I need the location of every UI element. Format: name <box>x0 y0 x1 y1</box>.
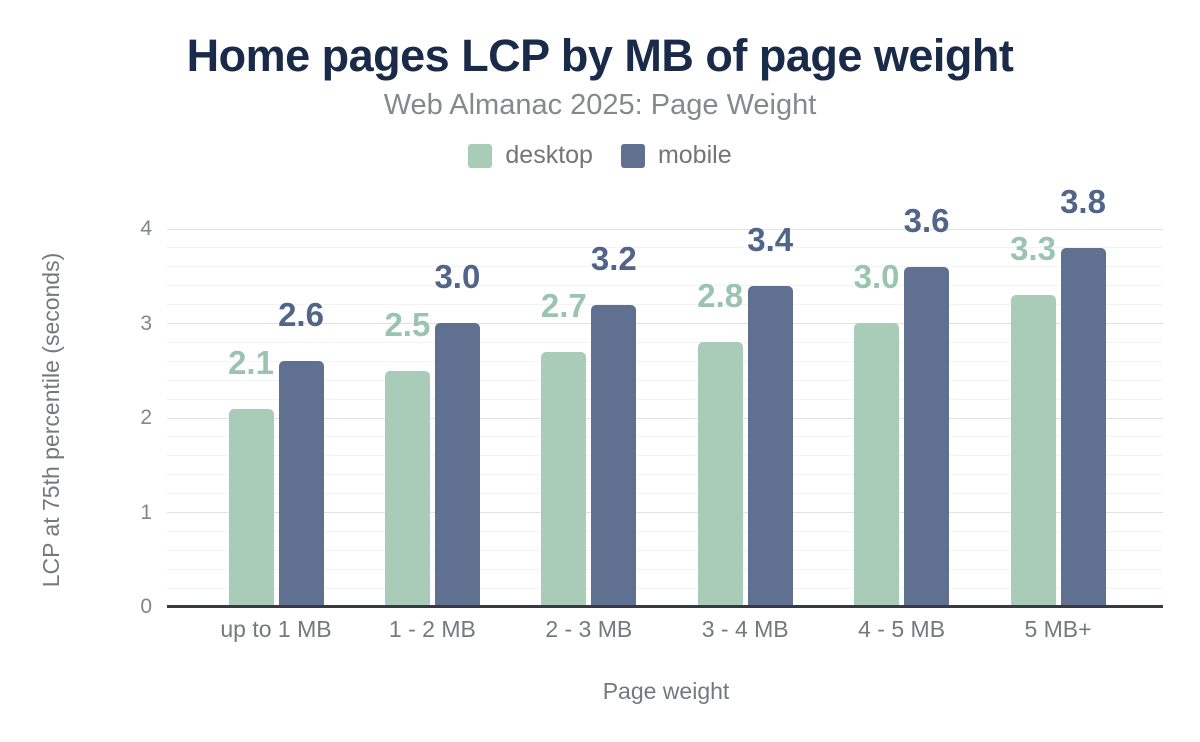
bar-value-label-desktop: 2.1 <box>228 344 274 381</box>
gridline-major <box>167 323 1163 324</box>
gridline-minor <box>167 379 1163 381</box>
bar-mobile <box>904 267 950 607</box>
bar-mobile <box>278 361 324 607</box>
x-category-label: 1 - 2 MB <box>388 616 476 642</box>
gridline-minor <box>167 530 1163 532</box>
gridline-minor <box>167 568 1163 570</box>
x-category-label: 4 - 5 MB <box>858 616 946 642</box>
gridline-minor <box>167 398 1163 400</box>
bar-value-label-mobile: 2.6 <box>278 296 324 333</box>
legend-label-mobile: mobile <box>657 141 732 169</box>
chart-title: Home pages LCP by MB of page weight <box>186 30 1014 81</box>
bar-desktop <box>1010 295 1056 607</box>
y-tick-label: 1 <box>140 500 152 524</box>
gridline-minor <box>167 285 1163 287</box>
legend-label-desktop: desktop <box>505 141 593 169</box>
bar-desktop <box>228 409 274 607</box>
y-tick-label: 3 <box>140 311 152 335</box>
gridline-minor <box>167 266 1163 268</box>
y-tick-label: 0 <box>140 595 152 618</box>
bar-value-label-desktop: 2.8 <box>697 277 744 314</box>
y-axis-title: LCP at 75th percentile (seconds) <box>38 252 64 588</box>
gridline-minor <box>167 341 1163 343</box>
bar-desktop <box>384 371 430 607</box>
x-category-label: 2 - 3 MB <box>545 616 633 642</box>
gridline-minor <box>167 493 1163 495</box>
bar-desktop <box>541 352 587 607</box>
gridline-major <box>167 512 1163 513</box>
x-axis-title: Page weight <box>602 678 730 704</box>
bar-desktop <box>854 323 900 607</box>
bar-value-label-mobile: 3.2 <box>590 240 637 277</box>
chart-legend: desktop mobile <box>0 142 1200 169</box>
legend-swatch-mobile <box>620 143 645 168</box>
bar-value-label-mobile: 3.4 <box>747 221 794 258</box>
y-tick-label: 4 <box>140 217 152 240</box>
x-axis-line <box>167 605 1163 608</box>
chart-subtitle: Web Almanac 2025: Page Weight <box>383 89 817 121</box>
gridline-minor <box>167 474 1163 476</box>
bar-value-label-desktop: 2.7 <box>540 287 587 324</box>
bar-desktop <box>697 342 743 607</box>
gridline-minor <box>167 455 1163 457</box>
legend-item-mobile: mobile <box>620 141 732 169</box>
gridline-minor <box>167 247 1163 249</box>
gridline-minor <box>167 549 1163 551</box>
bar-mobile <box>747 286 793 607</box>
gridline-minor <box>167 360 1163 362</box>
x-category-label: 3 - 4 MB <box>701 616 789 642</box>
bar-value-label-mobile: 3.6 <box>903 202 950 239</box>
bar-value-label-mobile: 3.8 <box>1060 183 1106 220</box>
x-category-label: up to 1 MB <box>220 616 332 642</box>
x-category-label: 5 MB+ <box>1024 616 1092 642</box>
y-tick-label: 2 <box>140 406 152 429</box>
gridline-major <box>167 417 1163 419</box>
legend-swatch-desktop <box>468 143 493 168</box>
bar-mobile <box>591 305 637 607</box>
bar-value-label-desktop: 3.0 <box>853 258 900 295</box>
gridline-minor <box>167 587 1163 589</box>
bar-mobile <box>1060 248 1106 607</box>
gridline-major <box>167 228 1163 230</box>
legend-item-desktop: desktop <box>468 143 593 168</box>
bar-value-label-mobile: 3.0 <box>434 258 481 295</box>
gridline-minor <box>167 304 1163 306</box>
bar-value-label-desktop: 2.5 <box>384 306 431 343</box>
bar-value-label-desktop: 3.3 <box>1010 230 1056 267</box>
gridline-minor <box>167 436 1163 438</box>
bar-mobile <box>434 323 480 607</box>
